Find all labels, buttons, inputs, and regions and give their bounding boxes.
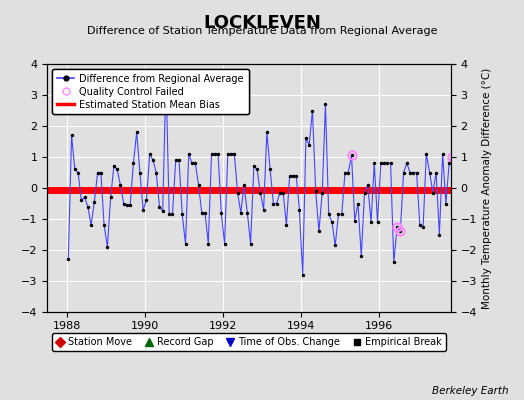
Text: Difference of Station Temperature Data from Regional Average: Difference of Station Temperature Data f…	[87, 26, 437, 36]
Text: Berkeley Earth: Berkeley Earth	[432, 386, 508, 396]
Text: LOCKLEVEN: LOCKLEVEN	[203, 14, 321, 32]
Legend: Station Move, Record Gap, Time of Obs. Change, Empirical Break: Station Move, Record Gap, Time of Obs. C…	[52, 333, 446, 351]
Legend: Difference from Regional Average, Quality Control Failed, Estimated Station Mean: Difference from Regional Average, Qualit…	[52, 69, 248, 114]
Y-axis label: Monthly Temperature Anomaly Difference (°C): Monthly Temperature Anomaly Difference (…	[483, 67, 493, 309]
